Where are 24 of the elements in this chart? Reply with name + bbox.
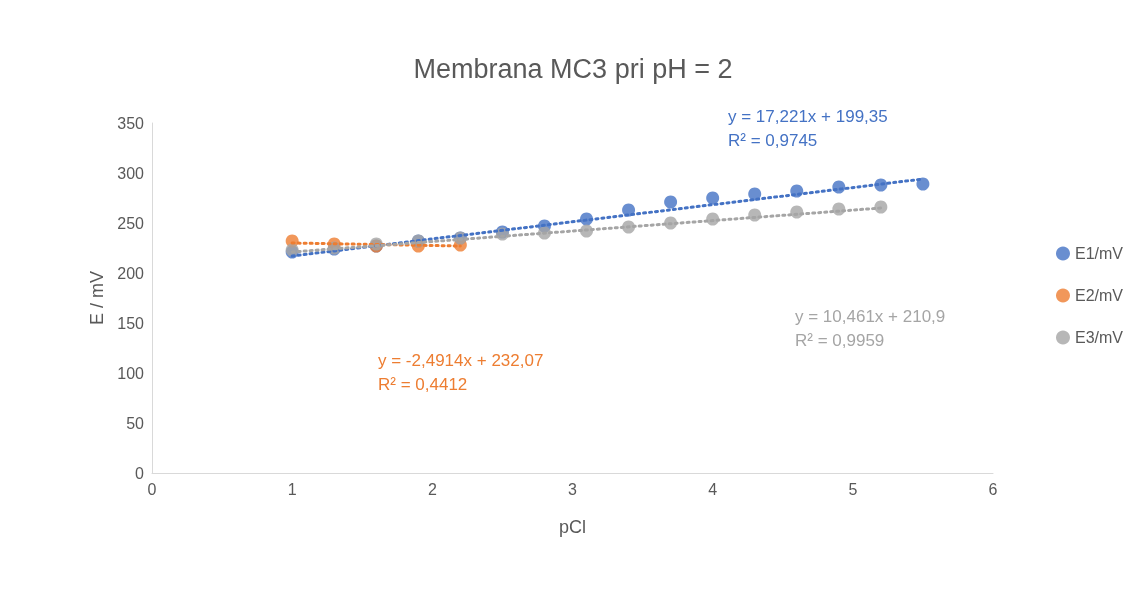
x-tick-label: 6 [988,480,998,498]
y-tick-label: 150 [117,314,145,332]
x-tick-label: 3 [568,480,578,498]
x-tick-label: 5 [848,480,858,498]
annotation: y = -2,4914x + 232,07 R² = 0,4412 [378,350,544,394]
chart-title: Membrana MC3 pri pH = 2 [413,53,733,84]
y-tick-label: 250 [117,214,145,232]
x-axis-title: pCl [558,517,587,537]
y-tick-label: 300 [117,164,145,182]
x-tick-label: 2 [427,480,437,498]
annotation: y = 10,461x + 210,9 R² = 0,9959 [795,306,946,350]
x-tick-label: 0 [147,480,157,498]
y-tick-label: 200 [117,264,145,282]
y-tick-label: 100 [117,364,145,382]
y-axis-title: E / mV [87,270,108,326]
legend-label: E1/mV [1074,245,1124,262]
y-tick-label: 350 [117,114,145,132]
x-tick-label: 4 [708,480,718,498]
annotation: y = 17,221x + 199,35 R² = 0,9745 [728,106,888,150]
legend-label: E2/mV [1074,287,1124,304]
y-tick-label: 0 [135,464,145,482]
y-tick-label: 50 [126,414,145,432]
x-tick-label: 1 [287,480,297,498]
legend-label: E3/mV [1074,329,1124,346]
